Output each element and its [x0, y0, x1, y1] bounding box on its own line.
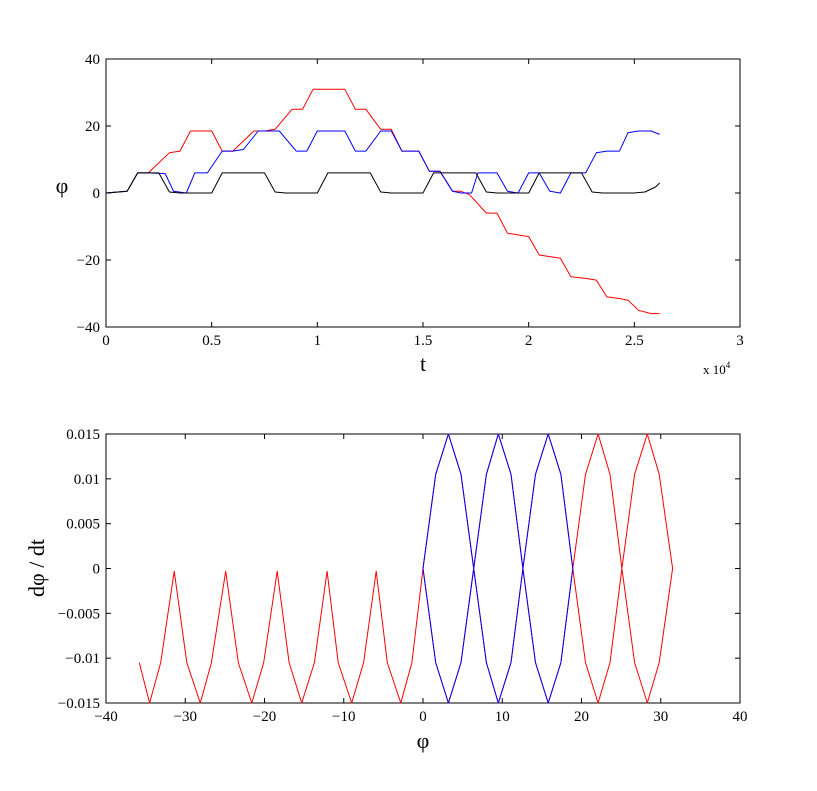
- y-axis-label: dφ / dt: [24, 539, 49, 597]
- x-tick-label: −40: [94, 709, 117, 725]
- x-axis-multiplier-base: x 10: [703, 362, 726, 377]
- x-tick-label: 1: [314, 333, 322, 349]
- x-tick-label: 0.5: [202, 333, 221, 349]
- y-tick-label: 0: [93, 186, 101, 202]
- x-axis-label: φ: [417, 728, 430, 753]
- y-axis-label: φ: [56, 173, 69, 198]
- x-axis-multiplier: x 104: [703, 360, 731, 377]
- series-group: [105, 88, 661, 315]
- tick-labels: 0 0.5 1 1.5 2 2.5 3 −40 −20 0 20 40: [77, 52, 744, 349]
- x-tick-label: −30: [174, 709, 197, 725]
- y-tick-label: 40: [85, 52, 100, 68]
- y-tick-label: −0.015: [58, 696, 100, 712]
- x-tick-label: 2: [525, 333, 533, 349]
- x-tick-label: 0: [419, 709, 427, 725]
- x-tick-label: 20: [574, 709, 589, 725]
- tick-labels: −40 −30 −20 −10 0 10 20 30 40 −0.015 −0.01 −0.005 0 0…: [58, 427, 748, 725]
- x-tick-label: 2.5: [625, 333, 644, 349]
- x-axis-label: t: [420, 351, 426, 376]
- series-line: [105, 172, 661, 194]
- x-tick-label: 1.5: [414, 333, 433, 349]
- series-line: [422, 433, 574, 704]
- dphidt-vs-phi-chart: −40 −30 −20 −10 0 10 20 30 40 −0.015 −0.01 −0.005 0 0…: [24, 427, 748, 753]
- y-tick-label: 0.01: [74, 472, 100, 488]
- axis-ticks: [105, 433, 741, 704]
- y-tick-label: −0.005: [58, 606, 100, 622]
- y-tick-label: −40: [77, 320, 100, 336]
- x-tick-label: −10: [332, 709, 355, 725]
- phi-vs-t-chart: 0 0.5 1 1.5 2 2.5 3 −40 −20 0 20 40 t φ x 104: [56, 52, 744, 377]
- x-tick-label: 0: [102, 333, 110, 349]
- y-tick-label: 0.015: [66, 427, 100, 443]
- x-tick-label: −20: [253, 709, 276, 725]
- y-tick-label: 0.005: [66, 517, 100, 533]
- y-tick-label: −0.01: [65, 651, 100, 667]
- y-tick-label: 0: [93, 562, 101, 578]
- x-tick-label: 10: [495, 709, 510, 725]
- y-tick-label: 20: [85, 119, 100, 135]
- series-group: [138, 433, 674, 704]
- x-tick-label: 3: [736, 333, 744, 349]
- x-tick-label: 40: [733, 709, 748, 725]
- x-axis-multiplier-exponent: 4: [726, 360, 731, 370]
- y-tick-label: −20: [77, 253, 100, 269]
- x-tick-label: 30: [653, 709, 668, 725]
